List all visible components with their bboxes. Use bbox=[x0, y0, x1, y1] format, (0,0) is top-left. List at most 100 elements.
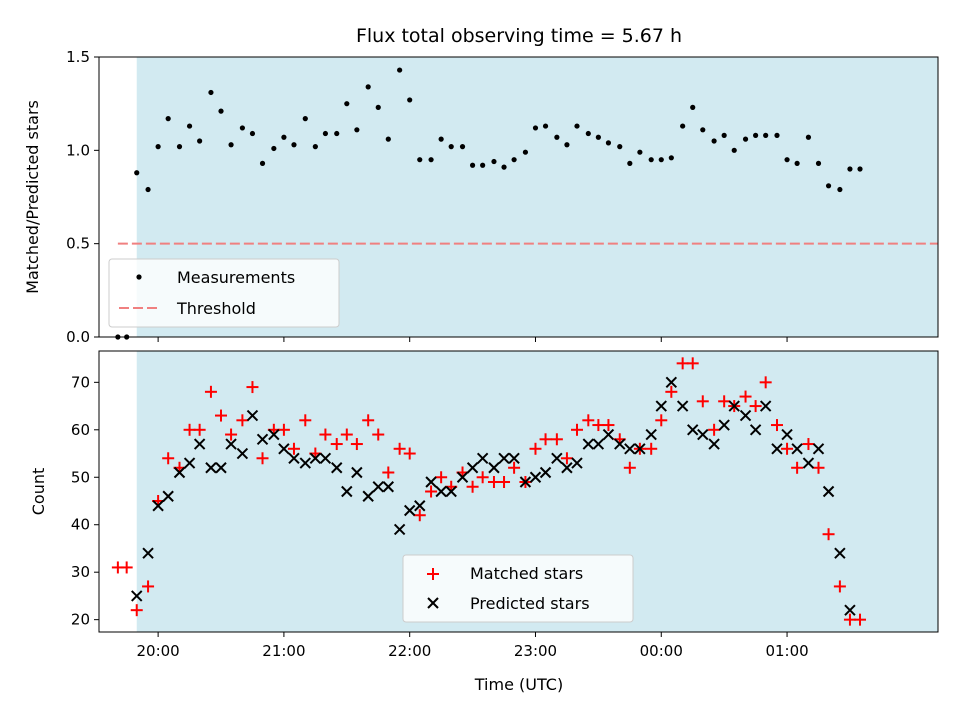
measurement-point bbox=[291, 142, 297, 148]
predicted-star-point bbox=[466, 462, 479, 474]
measurement-point bbox=[595, 134, 601, 140]
measurement-point bbox=[145, 186, 151, 193]
predicted-star-point bbox=[319, 452, 332, 464]
measurement-point bbox=[134, 170, 140, 176]
predicted-star-point bbox=[582, 438, 595, 450]
measurement-point bbox=[648, 157, 654, 163]
measurement-point bbox=[501, 164, 507, 170]
y-tick-label: 1.5 bbox=[66, 48, 90, 66]
matched-star-point bbox=[498, 476, 511, 489]
predicted-star-point bbox=[162, 490, 174, 502]
predicted-star-point bbox=[403, 504, 416, 517]
predicted-star-point bbox=[425, 476, 437, 488]
legend-matched-marker bbox=[427, 568, 439, 580]
predicted-stars-points bbox=[131, 376, 856, 616]
predicted-star-point bbox=[551, 452, 563, 464]
matched-star-point bbox=[770, 419, 783, 432]
y-tick-label: 70 bbox=[71, 373, 90, 391]
predicted-star-point bbox=[508, 452, 520, 464]
measurement-point bbox=[690, 104, 696, 110]
predicted-star-point bbox=[791, 443, 803, 455]
measurement-point bbox=[617, 144, 623, 150]
measurement-point bbox=[585, 130, 591, 137]
predicted-star-point bbox=[634, 443, 646, 455]
measurement-point bbox=[302, 116, 308, 122]
bottom-y-ticks: 20 30 40 50 60 70 bbox=[71, 373, 99, 629]
predicted-star-point bbox=[225, 438, 237, 450]
y-tick-label: 30 bbox=[71, 563, 90, 581]
x-tick-label: 01:00 bbox=[765, 642, 808, 660]
measurement-point bbox=[847, 166, 853, 172]
matched-star-point bbox=[256, 452, 269, 465]
matched-star-point bbox=[529, 442, 542, 455]
predicted-star-point bbox=[561, 462, 573, 474]
x-axis-label: Time (UTC) bbox=[474, 675, 563, 694]
top-y-axis-label: Matched/Predicted stars bbox=[23, 100, 42, 294]
measurement-point bbox=[365, 84, 371, 90]
y-tick-label: 60 bbox=[71, 421, 90, 439]
predicted-star-point bbox=[592, 438, 605, 450]
measurement-point bbox=[407, 97, 413, 103]
matched-star-point bbox=[739, 390, 752, 403]
matched-star-point bbox=[592, 419, 605, 432]
predicted-star-point bbox=[655, 400, 667, 412]
matched-star-point bbox=[350, 438, 363, 451]
matched-star-point bbox=[287, 442, 300, 455]
measurement-point bbox=[605, 140, 612, 146]
measurement-point bbox=[259, 160, 266, 166]
x-tick-label: 23:00 bbox=[514, 642, 557, 660]
bottom-legend: Matched stars Predicted stars bbox=[402, 554, 634, 623]
measurement-point bbox=[228, 142, 234, 148]
predicted-star-point bbox=[728, 400, 740, 412]
matched-star-point bbox=[623, 461, 636, 474]
measurement-point bbox=[711, 138, 717, 144]
matched-star-point bbox=[843, 613, 856, 626]
predicted-star-point bbox=[341, 485, 353, 498]
legend-predicted-marker bbox=[427, 597, 439, 609]
measurement-point bbox=[522, 149, 529, 155]
predicted-star-point bbox=[476, 452, 489, 464]
predicted-star-point bbox=[676, 400, 689, 412]
measurement-point bbox=[532, 125, 539, 131]
predicted-star-point bbox=[331, 462, 343, 474]
predicted-star-point bbox=[645, 428, 657, 441]
matched-star-point bbox=[142, 580, 155, 593]
measurement-point bbox=[700, 127, 706, 133]
predicted-star-point bbox=[246, 409, 259, 422]
x-tick-label: 20:00 bbox=[137, 642, 180, 660]
predicted-star-point bbox=[602, 428, 615, 441]
measurement-point bbox=[491, 158, 497, 165]
matched-star-point bbox=[466, 480, 479, 493]
measurement-point bbox=[554, 134, 560, 140]
bottom-x-ticks: 20:00 21:00 22:00 23:00 00:00 01:00 bbox=[137, 632, 809, 660]
bottom-legend-box bbox=[402, 554, 634, 623]
predicted-star-point bbox=[759, 400, 772, 412]
predicted-star-point bbox=[309, 452, 322, 464]
y-tick-label: 50 bbox=[71, 468, 90, 486]
measurement-point bbox=[574, 123, 580, 129]
predicted-star-point bbox=[687, 424, 699, 436]
predicted-star-point bbox=[183, 457, 196, 469]
predicted-star-point bbox=[193, 438, 206, 450]
measurement-point bbox=[753, 132, 759, 138]
predicted-star-point bbox=[529, 471, 542, 483]
top-x-ticks bbox=[157, 337, 788, 342]
measurement-point bbox=[825, 183, 832, 189]
measurement-point bbox=[794, 160, 800, 166]
predicted-star-point bbox=[215, 462, 227, 474]
predicted-star-point bbox=[456, 471, 469, 483]
measurement-point bbox=[271, 145, 277, 152]
matched-star-point bbox=[403, 447, 416, 460]
predicted-star-point bbox=[822, 485, 835, 498]
matched-star-point bbox=[570, 423, 583, 436]
matched-star-point bbox=[582, 414, 595, 427]
predicted-star-point bbox=[205, 462, 217, 474]
measurement-point bbox=[742, 136, 749, 142]
predicted-star-point bbox=[236, 447, 249, 460]
matched-star-point bbox=[665, 385, 678, 398]
matched-star-point bbox=[372, 428, 385, 441]
predicted-star-point bbox=[749, 424, 762, 436]
top-legend: Measurements Threshold bbox=[108, 258, 340, 328]
matched-star-point bbox=[162, 452, 175, 465]
predicted-star-point bbox=[362, 490, 374, 502]
